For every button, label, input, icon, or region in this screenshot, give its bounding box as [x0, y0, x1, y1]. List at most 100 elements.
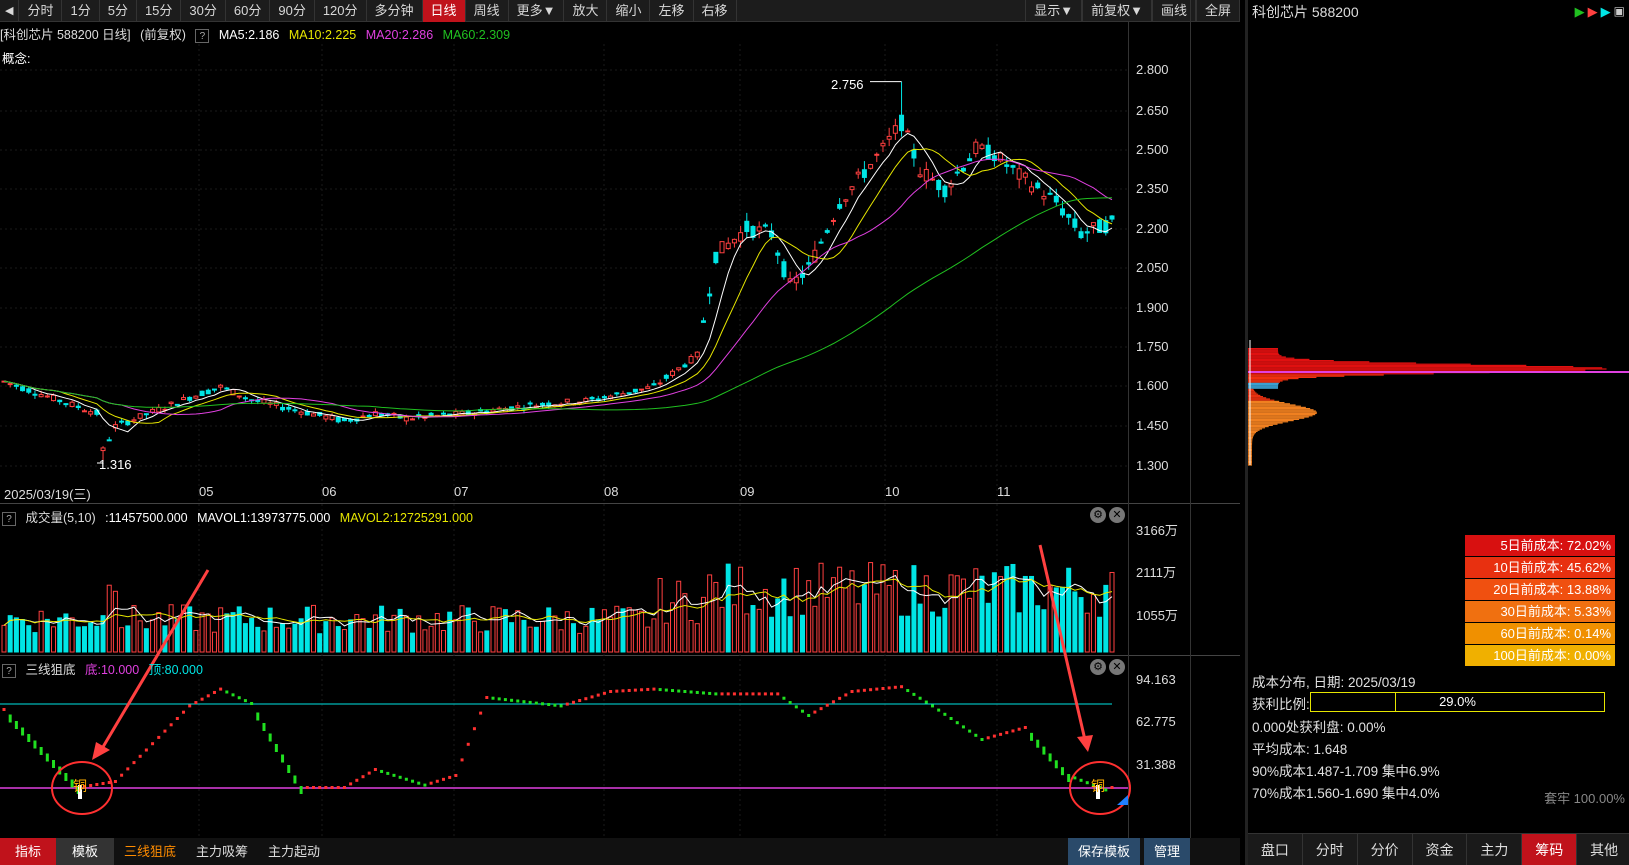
period-tab-6[interactable]: 90分	[270, 0, 315, 22]
close-icon[interactable]: ✕	[1109, 507, 1125, 523]
candle-body	[490, 409, 496, 413]
indicator-dot	[367, 771, 371, 775]
window-icon[interactable]: ▣	[1613, 4, 1625, 18]
flag-red-icon[interactable]: ▶	[1587, 4, 1598, 19]
period-tab-15[interactable]: 右移	[694, 0, 737, 22]
indicator-dot	[250, 702, 254, 705]
indicator-dot	[82, 785, 86, 788]
period-tab-13[interactable]: 缩小	[607, 0, 651, 22]
right-tab-2[interactable]: 分价	[1358, 834, 1413, 865]
manage-button[interactable]: 管理	[1143, 838, 1190, 865]
candle-body	[985, 144, 991, 160]
volume-bar	[818, 562, 824, 653]
volume-bar	[502, 609, 508, 653]
chip-bar	[1248, 385, 1279, 387]
candle-body	[236, 395, 242, 398]
volume-bar	[509, 622, 515, 653]
candle-body	[329, 415, 335, 421]
volume-bar	[137, 620, 143, 653]
indicator-dot	[937, 708, 941, 712]
indicator-dot	[188, 704, 192, 708]
period-tab-1[interactable]: 1分	[62, 0, 100, 22]
candle-body	[131, 419, 137, 422]
chip-bar	[1248, 428, 1263, 430]
right-tab-1[interactable]: 分时	[1303, 834, 1358, 865]
close-icon[interactable]: ✕	[1109, 659, 1125, 675]
flag-green-icon[interactable]: ▶	[1574, 4, 1585, 19]
tab-zhuli-xichou[interactable]: 主力吸筹	[196, 844, 249, 859]
period-tab-10[interactable]: 周线	[466, 0, 509, 22]
tab-indicator[interactable]: 指标	[0, 838, 56, 865]
candle-body	[57, 399, 63, 403]
period-tab-14[interactable]: 左移	[650, 0, 694, 22]
volume-bar	[589, 607, 595, 653]
candle-body	[125, 420, 131, 426]
period-tab-3[interactable]: 15分	[137, 0, 182, 22]
chip-bar	[1248, 381, 1280, 383]
toolbar-right-1[interactable]: 前复权▼	[1082, 0, 1152, 22]
right-tab-3[interactable]: 资金	[1413, 834, 1468, 865]
period-tab-8[interactable]: 多分钟	[367, 0, 423, 22]
chip-bar	[1248, 434, 1254, 436]
concept-label: 概念:	[2, 52, 31, 66]
settings-gear-icon[interactable]: ⚙	[1090, 659, 1106, 675]
candle-body	[936, 179, 942, 191]
tab-zhuli-qidong[interactable]: 主力起动	[268, 844, 321, 859]
help-icon[interactable]: ?	[2, 663, 16, 678]
volume-bar	[422, 629, 428, 653]
back-icon[interactable]: ◀	[0, 0, 20, 22]
indicator-dot	[361, 775, 365, 779]
chip-bar	[1248, 430, 1258, 432]
toolbar-right-0[interactable]: 显示▼	[1025, 0, 1083, 22]
right-tab-4[interactable]: 主力	[1467, 834, 1523, 865]
cost90-line: 90%成本1.487-1.709 集中6.9%	[1252, 764, 1440, 779]
indicator-dot	[70, 779, 74, 788]
candle-body	[830, 219, 836, 222]
volume-bar	[280, 623, 286, 653]
y-tick-label: 1.750	[1136, 339, 1169, 354]
period-tab-0[interactable]: 分时	[19, 0, 63, 22]
candle-body	[261, 399, 267, 404]
candle-body	[824, 230, 830, 233]
flag-cyan-icon[interactable]: ▶	[1600, 4, 1611, 19]
indicator-dot	[708, 691, 712, 695]
toolbar-right-3[interactable]: 全屏	[1195, 0, 1240, 22]
candle-body	[1047, 192, 1053, 195]
candle-body	[224, 387, 230, 390]
period-tab-9[interactable]: 日线	[422, 0, 466, 22]
volume-bar	[249, 618, 255, 653]
candle-body	[205, 389, 211, 395]
period-tab-4[interactable]: 30分	[181, 0, 226, 22]
volume-bar	[781, 578, 787, 653]
indicator-dot	[1017, 727, 1021, 731]
settings-gear-icon[interactable]: ⚙	[1090, 507, 1106, 523]
help-icon[interactable]: ?	[2, 511, 16, 526]
indicator-dot	[701, 691, 705, 695]
volume-bar	[323, 621, 329, 653]
right-tab-6[interactable]: 其他	[1577, 834, 1629, 865]
period-tab-2[interactable]: 5分	[100, 0, 137, 22]
chip-bar	[1248, 376, 1317, 378]
indicator-dot	[739, 692, 743, 696]
period-tab-5[interactable]: 60分	[226, 0, 271, 22]
indicator-dot	[1104, 788, 1108, 792]
right-tab-0[interactable]: 盘口	[1248, 834, 1303, 865]
candle-body	[639, 388, 645, 391]
candle-body	[960, 167, 966, 172]
period-tab-7[interactable]: 120分	[315, 0, 367, 22]
save-template-button[interactable]: 保存模板	[1067, 838, 1140, 865]
chip-bar	[1248, 426, 1269, 428]
volume-bar	[1084, 612, 1090, 653]
volume-bar	[533, 626, 539, 653]
period-tab-12[interactable]: 放大	[564, 0, 608, 22]
chart-canvas[interactable]	[0, 0, 1240, 838]
right-tab-5[interactable]: 筹码	[1522, 834, 1578, 865]
tab-template[interactable]: 模板	[56, 838, 114, 865]
candle-body	[614, 392, 620, 395]
indicator-dot	[541, 702, 545, 706]
period-tab-11[interactable]: 更多▼	[509, 0, 565, 22]
tab-sanxian-judi[interactable]: 三线狙底	[124, 844, 177, 859]
volume-y-tick: 2111万	[1136, 565, 1176, 580]
help-icon[interactable]: ?	[195, 28, 210, 43]
toolbar-right-2[interactable]: 画线	[1151, 0, 1196, 22]
